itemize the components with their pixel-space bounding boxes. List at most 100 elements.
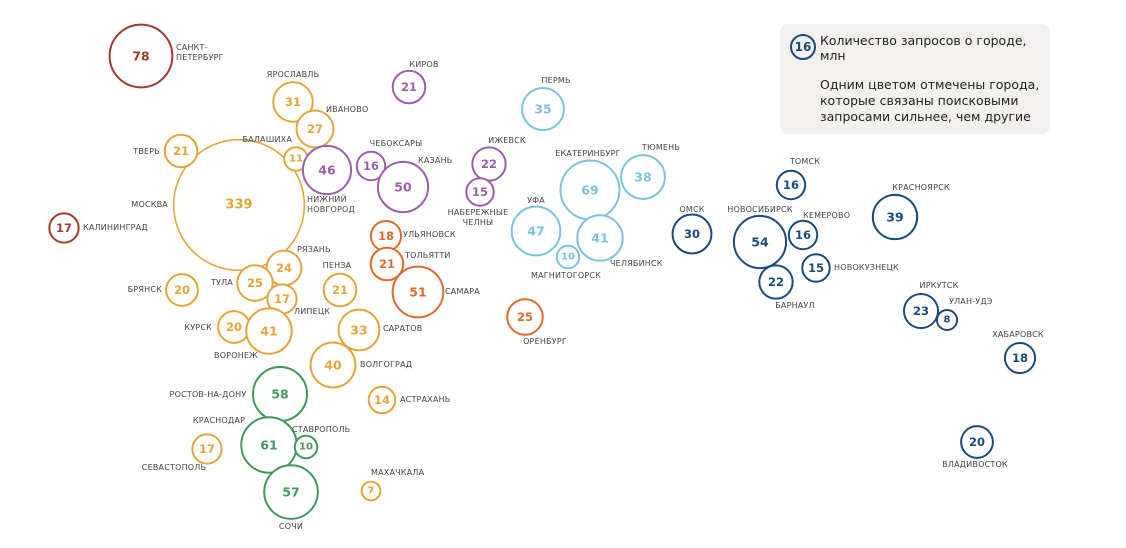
city-label: КРАСНОЯРСК <box>892 183 950 192</box>
bubble-city-47: 8 <box>935 308 959 332</box>
bubble-value: 22 <box>481 157 497 171</box>
bubble-value: 18 <box>378 229 394 243</box>
city-label: ОМСК <box>679 205 704 214</box>
bubble-value: 17 <box>199 442 215 456</box>
bubble-value: 57 <box>282 485 299 500</box>
bubble-value: 339 <box>225 198 252 213</box>
bubble-city-40: 54 <box>732 214 788 270</box>
bubble-circle <box>236 264 274 302</box>
bubble-circle <box>360 480 382 502</box>
legend-title: Количество запросов о городе, млн <box>820 33 1027 63</box>
bubble-circle <box>163 133 199 169</box>
city-label: КАЛИНИНГРАД <box>83 223 148 232</box>
bubble-circle <box>369 246 405 282</box>
bubble-value: 47 <box>527 224 544 239</box>
bubble-city-30: 69 <box>559 159 621 221</box>
bubble-circle <box>245 307 293 355</box>
bubble-value: 24 <box>276 261 292 275</box>
bubble-city-9: 20 <box>165 273 199 307</box>
bubble-value: 51 <box>409 285 426 300</box>
city-label: УФА <box>527 196 545 205</box>
bubble-circle <box>293 434 319 460</box>
bubble-city-37: 10 <box>293 434 319 460</box>
bubble-value: 25 <box>247 276 263 290</box>
bubble-circle <box>376 160 430 214</box>
bubble-value: 41 <box>260 324 277 339</box>
bubble-city-0: 78 <box>108 23 174 89</box>
city-label: ПЕРМЬ <box>541 76 570 85</box>
bubble-circle <box>391 265 445 319</box>
bubble-value: 40 <box>324 358 342 373</box>
bubble-city-13: 21 <box>322 272 358 308</box>
bubble-city-7: 24 <box>265 249 303 287</box>
city-label: БАРНАУЛ <box>775 301 815 310</box>
city-label: САРАТОВ <box>383 324 422 333</box>
bubble-value: 50 <box>394 180 412 195</box>
city-label: ТВЕРЬ <box>132 147 160 156</box>
city-label: САМАРА <box>445 287 480 296</box>
bubble-circle <box>48 212 80 244</box>
bubble-city-12: 41 <box>245 307 293 355</box>
bubble-circle <box>272 81 314 123</box>
bubble-city-29: 35 <box>520 86 566 132</box>
bubble-circle <box>337 308 381 352</box>
bubble-circle <box>172 138 306 272</box>
bubble-city-48: 18 <box>1003 341 1037 375</box>
bubble-value: 16 <box>795 228 811 242</box>
city-label: ЯРОСЛАВЛЬ <box>267 70 320 79</box>
city-label: ЧЕБОКСАРЫ <box>370 139 423 148</box>
bubble-circle <box>935 308 959 332</box>
bubble-value: 17 <box>274 292 290 306</box>
bubble-value: 8 <box>944 315 951 326</box>
bubble-value: 61 <box>260 438 277 453</box>
bubble-value: 21 <box>379 257 395 271</box>
bubble-circle <box>671 213 713 255</box>
bubble-city-31: 38 <box>620 154 666 200</box>
bubble-circle <box>801 253 831 283</box>
bubble-circle <box>165 273 199 307</box>
bubble-value: 69 <box>581 183 598 198</box>
city-label: ЧЕЛЯБИНСК <box>610 259 663 268</box>
bubble-circle <box>355 150 387 182</box>
bubble-value: 21 <box>173 144 189 158</box>
city-label: РЯЗАНЬ <box>297 245 331 254</box>
bubble-circle <box>576 214 624 262</box>
bubble-city-8: 25 <box>236 264 274 302</box>
bubble-value: 11 <box>289 154 303 165</box>
bubble-value: 38 <box>634 170 651 185</box>
bubble-value: 21 <box>401 80 417 94</box>
bubble-circle <box>1003 341 1037 375</box>
bubble-value: 23 <box>913 304 929 318</box>
city-label: ТОЛЬЯТТИ <box>404 251 451 260</box>
city-label: СЕВАСТОПОЛЬ <box>142 463 206 472</box>
bubble-city-20: 16 <box>355 150 387 182</box>
bubble-value: 20 <box>226 320 242 334</box>
bubble-city-49: 20 <box>960 425 994 459</box>
bubble-city-21: 46 <box>301 144 353 196</box>
city-label: ОРЕНБУРГ <box>523 337 567 346</box>
bubble-value: 15 <box>808 261 824 275</box>
bubble-circle <box>391 69 427 105</box>
bubble-city-33: 41 <box>576 214 624 262</box>
bubble-circle <box>775 169 807 201</box>
bubble-value: 58 <box>271 387 288 402</box>
bubble-value: 25 <box>517 310 533 324</box>
bubble-circle <box>555 244 581 270</box>
city-label: НОВОСИБИРСК <box>727 205 793 214</box>
bubble-value: 14 <box>374 393 390 407</box>
bubble-city-28: 25 <box>506 298 544 336</box>
bubble-value: 30 <box>684 227 700 241</box>
bubble-value: 46 <box>318 163 336 178</box>
bubble-city-39: 30 <box>671 213 713 255</box>
city-label: ИЖЕВСК <box>488 136 526 145</box>
bubble-city-46: 23 <box>902 292 940 330</box>
bubble-value: 41 <box>591 231 608 246</box>
bubble-value: 10 <box>561 252 575 263</box>
bubble-city-44: 22 <box>758 264 794 300</box>
bubble-value: 54 <box>751 235 769 250</box>
city-label: НАБЕРЕЖНЫЕ ЧЕЛНЫ <box>448 208 509 227</box>
bubble-city-10: 17 <box>266 283 298 315</box>
bubble-circle <box>322 272 358 308</box>
bubble-value: 27 <box>307 122 323 136</box>
bubble-value: 31 <box>285 95 301 109</box>
